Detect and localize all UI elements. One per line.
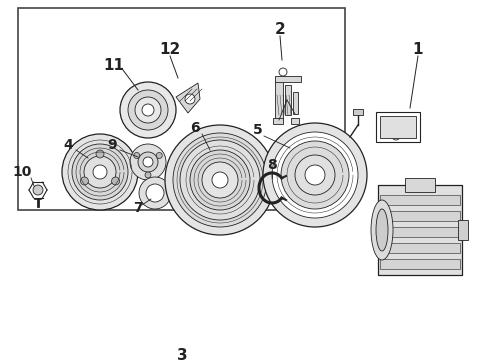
Bar (380, 116, 416, 138)
Text: 12: 12 (159, 42, 181, 58)
Circle shape (202, 162, 238, 198)
Bar (353, 109, 363, 115)
Polygon shape (176, 83, 200, 113)
Circle shape (212, 172, 228, 188)
Text: 1: 1 (413, 42, 423, 58)
Bar (376, 112, 420, 142)
Bar (285, 85, 291, 115)
Circle shape (165, 125, 275, 235)
Bar (291, 118, 299, 124)
Ellipse shape (371, 200, 393, 260)
Circle shape (295, 155, 335, 195)
Text: 11: 11 (103, 58, 124, 72)
Circle shape (142, 104, 154, 116)
Circle shape (93, 165, 107, 179)
Circle shape (33, 185, 43, 195)
Circle shape (185, 94, 195, 104)
Circle shape (120, 82, 176, 138)
Circle shape (143, 157, 153, 167)
Circle shape (305, 165, 325, 185)
Circle shape (80, 177, 88, 185)
Circle shape (134, 153, 140, 158)
Bar (378, 185, 462, 275)
Circle shape (279, 68, 287, 76)
Text: 5: 5 (253, 123, 263, 137)
Circle shape (173, 133, 267, 227)
Bar (273, 118, 283, 124)
Circle shape (156, 153, 162, 158)
Bar (458, 220, 468, 240)
Circle shape (281, 141, 349, 209)
Circle shape (263, 123, 367, 227)
Bar (380, 243, 460, 253)
Bar (380, 259, 460, 269)
Text: 7: 7 (133, 201, 143, 215)
Circle shape (112, 177, 120, 185)
Circle shape (138, 152, 158, 172)
Bar (380, 211, 460, 221)
Circle shape (190, 150, 250, 210)
Text: 2: 2 (274, 22, 285, 37)
Circle shape (392, 132, 400, 140)
Bar (275, 80, 283, 120)
Text: 4: 4 (63, 138, 73, 152)
Text: 9: 9 (107, 138, 117, 152)
Circle shape (72, 144, 128, 200)
Bar (380, 195, 460, 205)
Circle shape (84, 156, 116, 188)
Text: 10: 10 (12, 165, 32, 179)
Circle shape (130, 144, 166, 180)
Circle shape (128, 90, 168, 130)
Circle shape (145, 172, 151, 178)
Text: 3: 3 (177, 348, 187, 360)
Circle shape (272, 132, 358, 218)
Text: 6: 6 (190, 121, 200, 135)
Bar (380, 227, 460, 237)
Circle shape (96, 150, 104, 158)
Ellipse shape (376, 209, 388, 251)
Circle shape (398, 121, 408, 131)
Bar (293, 92, 298, 114)
Circle shape (180, 140, 260, 220)
Circle shape (385, 121, 395, 131)
Circle shape (146, 184, 164, 202)
Bar (18, 8, 345, 210)
Text: 8: 8 (267, 158, 277, 172)
Bar (405, 178, 435, 192)
Circle shape (139, 177, 171, 209)
Circle shape (62, 134, 138, 210)
Circle shape (135, 97, 161, 123)
Bar (275, 76, 301, 82)
